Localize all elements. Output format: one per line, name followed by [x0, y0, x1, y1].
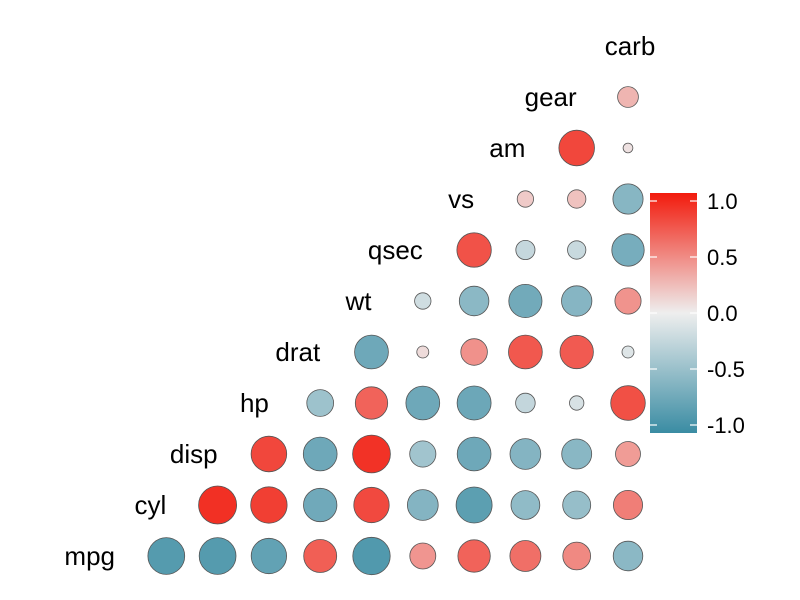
cell-am-wt: [508, 283, 543, 318]
cell-gear-mpg: [562, 541, 591, 571]
legend-tick-label: 0.5: [707, 245, 738, 270]
cell-qsec-cyl: [406, 489, 439, 521]
cell-am-cyl: [510, 490, 541, 520]
cell-carb-vs: [612, 183, 644, 215]
label-hp: hp: [240, 388, 269, 418]
label-gear: gear: [525, 82, 577, 112]
legend-tick-label: -0.5: [707, 357, 745, 382]
legend-tick-label: 1.0: [707, 189, 738, 214]
cell-am-vs: [516, 190, 535, 208]
cell-qsec-mpg: [409, 542, 437, 570]
cell-vs-cyl: [455, 486, 493, 524]
cell-vs-qsec: [456, 232, 492, 268]
cell-hp-cyl: [250, 486, 288, 524]
cell-drat-disp: [302, 436, 338, 472]
cell-qsec-disp: [409, 440, 437, 468]
cell-gear-hp: [569, 395, 585, 411]
legend-tick-label: -1.0: [707, 413, 745, 438]
cell-gear-qsec: [567, 240, 587, 260]
cell-carb-wt: [614, 287, 642, 315]
label-mpg: mpg: [64, 541, 115, 571]
cell-am-disp: [509, 438, 542, 470]
cell-cyl-mpg: [147, 537, 186, 575]
cell-gear-cyl: [562, 490, 592, 520]
cell-drat-mpg: [303, 539, 338, 573]
correlation-cells: [147, 86, 646, 576]
cell-gear-disp: [561, 438, 593, 470]
color-legend: 1.0 0.5 0.0 -0.5 -1.0: [650, 189, 745, 438]
cell-qsec-wt: [414, 292, 432, 310]
cell-hp-disp: [250, 435, 288, 473]
cell-carb-gear: [617, 86, 639, 108]
cell-carb-drat: [621, 345, 635, 359]
cell-gear-drat: [559, 334, 594, 370]
cell-am-mpg: [509, 540, 542, 572]
label-carb: carb: [605, 31, 656, 61]
cell-gear-wt: [561, 285, 593, 317]
cell-vs-wt: [458, 285, 490, 317]
cell-carb-qsec: [611, 233, 645, 267]
cell-wt-disp: [352, 434, 391, 474]
label-drat: drat: [275, 337, 321, 367]
cell-carb-am: [622, 142, 634, 154]
cell-wt-hp: [354, 386, 389, 420]
cell-qsec-drat: [416, 345, 430, 359]
cell-am-hp: [515, 392, 536, 414]
legend-ticks: 1.0 0.5 0.0 -0.5 -1.0: [650, 189, 745, 438]
label-vs: vs: [448, 184, 474, 214]
label-am: am: [489, 133, 525, 163]
legend-color-bar: [650, 193, 697, 433]
cell-vs-mpg: [457, 539, 491, 573]
cell-drat-cyl: [303, 487, 338, 523]
cell-am-qsec: [515, 239, 536, 260]
cell-gear-vs: [567, 189, 587, 209]
cell-vs-disp: [456, 436, 492, 472]
cell-wt-drat: [354, 334, 389, 370]
cell-carb-hp: [610, 385, 646, 421]
cell-vs-drat: [460, 338, 488, 366]
cell-wt-cyl: [353, 486, 390, 524]
label-qsec: qsec: [368, 235, 423, 265]
cell-hp-mpg: [250, 537, 287, 575]
cell-vs-hp: [456, 385, 492, 421]
cell-gear-am: [558, 129, 595, 167]
cell-qsec-hp: [405, 385, 441, 421]
cell-carb-mpg: [612, 540, 644, 572]
legend-tick-label: 0.0: [707, 301, 738, 326]
cell-am-drat: [508, 334, 543, 370]
label-cyl: cyl: [135, 490, 167, 520]
cell-wt-mpg: [352, 536, 391, 576]
cell-carb-disp: [615, 441, 641, 467]
cell-disp-cyl: [198, 485, 238, 525]
cell-carb-cyl: [613, 489, 644, 520]
label-disp: disp: [170, 439, 218, 469]
label-wt: wt: [345, 286, 373, 316]
cell-disp-mpg: [198, 537, 237, 575]
cell-drat-hp: [306, 389, 335, 417]
